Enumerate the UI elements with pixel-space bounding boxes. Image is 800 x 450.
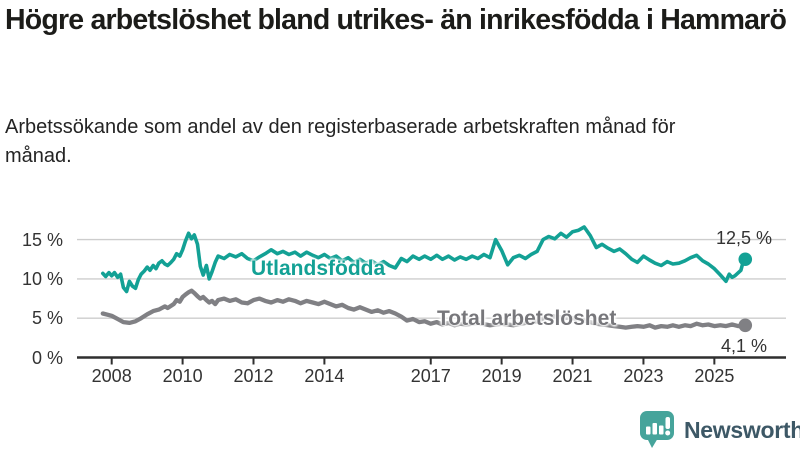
end-value-total-arbetsloshet: 4,1 % [720, 336, 767, 356]
x-tick-label: 2014 [304, 366, 345, 386]
newsworthy-logo-icon [640, 411, 674, 448]
y-tick-label: 5 % [31, 308, 63, 329]
x-tick-label: 2019 [481, 366, 522, 386]
y-tick-label: 0 % [31, 347, 63, 368]
series-label-total-arbetsloshet: Total arbetslöshet [437, 307, 617, 330]
end-value-utlandsfodda: 12,5 % [715, 228, 772, 248]
x-tick-label: 2008 [91, 366, 132, 386]
y-tick-label: 15 % [21, 229, 63, 250]
x-tick-label: 2017 [410, 366, 451, 386]
x-tick-label: 2023 [623, 366, 664, 386]
x-tick-label: 2021 [552, 366, 593, 386]
x-tick-label: 2025 [694, 366, 735, 386]
brand-footer: Newsworthy [639, 410, 800, 450]
x-tick-label: 2010 [162, 366, 203, 386]
series-label-utlandsfodda: Utlandsfödda [251, 257, 386, 280]
x-tick-label: 2012 [233, 366, 274, 386]
y-tick-label: 10 % [21, 268, 63, 289]
brand-name: Newsworthy [684, 416, 800, 443]
page-title: Högre arbetslöshet bland utrikes- än inr… [5, 4, 787, 36]
page-subtitle: Arbetssökande som andel av den registerb… [5, 116, 676, 167]
